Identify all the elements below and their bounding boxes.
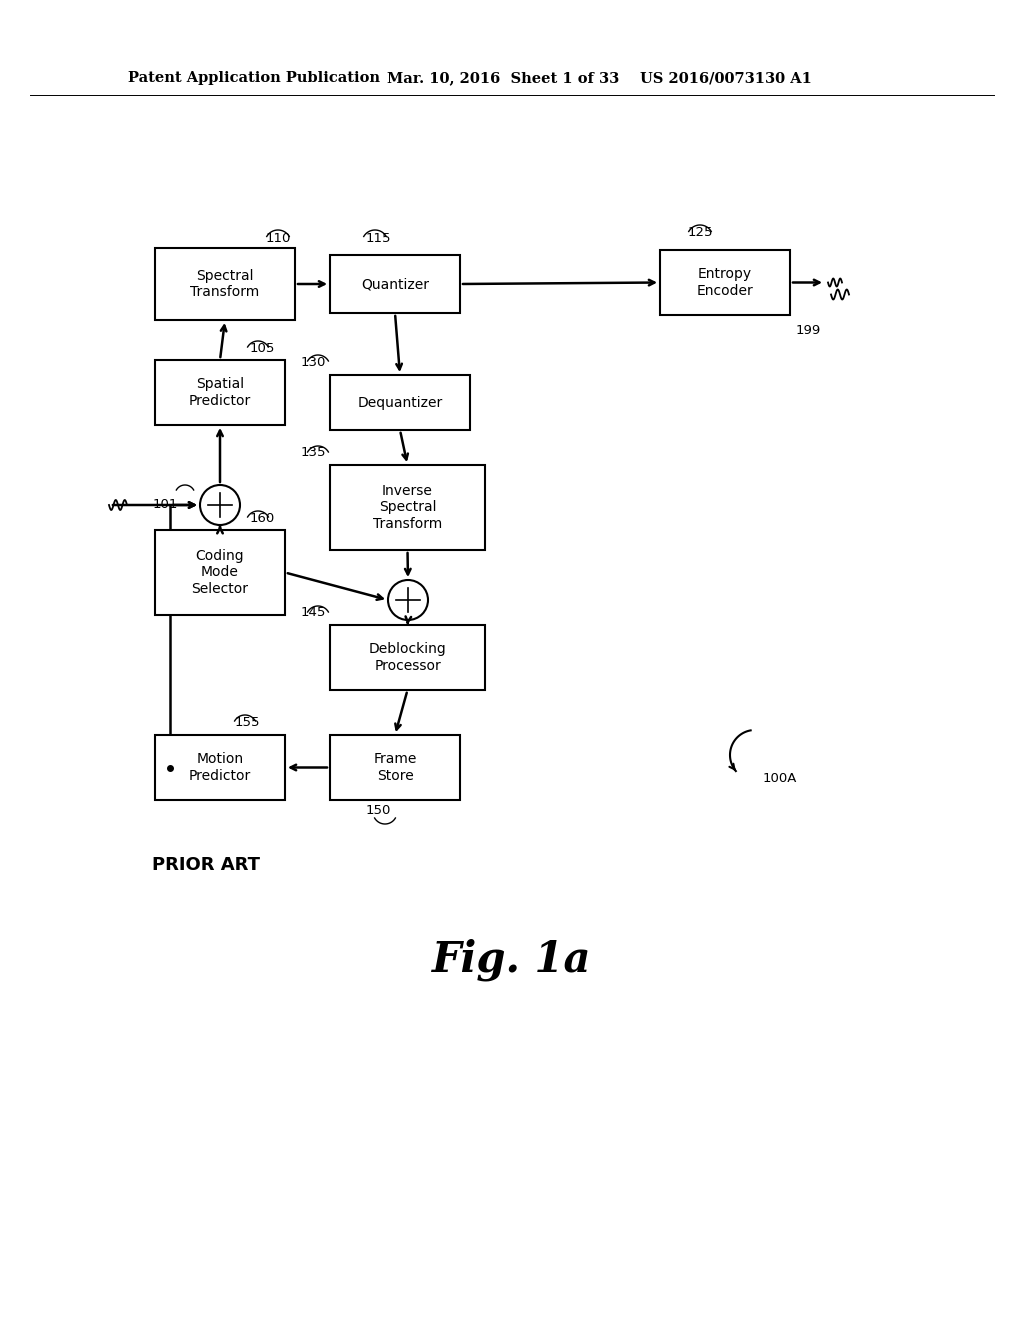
Text: 150: 150 (366, 804, 391, 817)
Bar (155, 531, 285, 615)
Text: Motion
Predictor: Motion Predictor (188, 752, 251, 783)
Text: PRIOR ART: PRIOR ART (152, 855, 260, 874)
Text: Entropy
Encoder: Entropy Encoder (696, 268, 754, 297)
Text: Inverse
Spectral
Transform: Inverse Spectral Transform (373, 484, 442, 531)
Text: 199: 199 (796, 323, 820, 337)
Bar (660, 249, 790, 315)
Text: Frame
Store: Frame Store (374, 752, 417, 783)
Text: Coding
Mode
Selector: Coding Mode Selector (191, 549, 249, 595)
Bar (155, 735, 285, 800)
Text: Patent Application Publication: Patent Application Publication (128, 71, 380, 84)
Text: 130: 130 (300, 355, 326, 368)
Text: 155: 155 (234, 715, 260, 729)
Bar (330, 624, 485, 690)
Text: 110: 110 (265, 231, 291, 244)
Text: Spectral
Transform: Spectral Transform (190, 269, 260, 300)
Text: 160: 160 (250, 511, 274, 524)
Text: 115: 115 (366, 231, 391, 244)
Bar (330, 375, 470, 430)
Text: Deblocking
Processor: Deblocking Processor (369, 643, 446, 673)
Bar (330, 465, 485, 550)
Bar (330, 255, 460, 313)
Text: 100A: 100A (763, 771, 798, 784)
Text: Mar. 10, 2016  Sheet 1 of 33: Mar. 10, 2016 Sheet 1 of 33 (387, 71, 620, 84)
Text: 145: 145 (300, 606, 326, 619)
Text: Dequantizer: Dequantizer (357, 396, 442, 409)
Text: US 2016/0073130 A1: US 2016/0073130 A1 (640, 71, 812, 84)
Bar (330, 735, 460, 800)
Text: 125: 125 (687, 227, 713, 239)
Text: Fig. 1a: Fig. 1a (432, 939, 592, 981)
Bar (155, 248, 295, 319)
Text: Spatial
Predictor: Spatial Predictor (188, 378, 251, 408)
Bar (155, 360, 285, 425)
Text: 135: 135 (300, 446, 326, 459)
Text: Quantizer: Quantizer (361, 277, 429, 290)
Text: 105: 105 (249, 342, 274, 355)
Text: 101: 101 (153, 499, 178, 511)
